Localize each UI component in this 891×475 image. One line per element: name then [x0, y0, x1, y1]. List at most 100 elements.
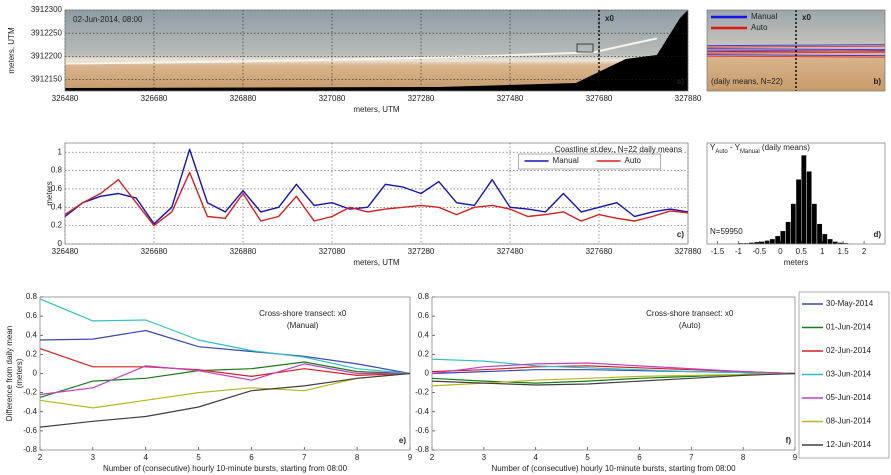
annotation: Cross-shore transect: x0 — [646, 309, 734, 318]
timestamp: 02-Jun-2014, 08:00 — [73, 15, 143, 24]
x-axis-label: Number of (consecutive) hourly 10-minute… — [103, 464, 348, 473]
histogram-bar — [780, 230, 786, 245]
daily-mean-line — [706, 44, 886, 47]
x-tick-label: 326480 — [52, 247, 79, 256]
histogram-bar — [795, 179, 802, 245]
y-tick-label: 3912200 — [31, 51, 63, 60]
histogram-bar — [806, 171, 812, 245]
panel-label: a) — [677, 77, 684, 86]
histogram-bar — [774, 235, 781, 245]
x-tick-label: 2 — [38, 453, 43, 462]
x-tick-label: 327880 — [675, 94, 702, 103]
x-tick-label: 2 — [862, 247, 867, 256]
y-tick-label: 1 — [58, 147, 63, 156]
y-tick-label: -0.8 — [23, 445, 37, 454]
x-tick-label: 5 — [585, 453, 590, 462]
annotation: Cross-shore transect: x0 — [259, 309, 347, 318]
y-tick-label: 0.8 — [51, 166, 63, 175]
histogram-bar — [827, 238, 833, 245]
title-part: Y — [710, 143, 716, 152]
y-axis-label: Difference from daily mean — [5, 326, 14, 421]
x-tick-label: 326680 — [141, 247, 168, 256]
y-tick-label: 0.8 — [26, 292, 38, 301]
transect-label: x0 — [605, 14, 614, 23]
series-line — [39, 329, 411, 375]
series-line — [64, 171, 689, 227]
x-tick-label: 326680 — [141, 94, 168, 103]
transect-label: x0 — [802, 13, 811, 22]
series-line — [431, 362, 796, 375]
histogram-bar — [785, 221, 791, 245]
x-tick-label: 327680 — [586, 247, 613, 256]
series-line — [39, 298, 411, 375]
legend-label: Manual — [553, 156, 579, 165]
y-tick-label: 0.2 — [26, 349, 38, 358]
title-part: Auto — [715, 149, 728, 155]
histogram-bar — [816, 223, 823, 245]
x-tick-label: -0.5 — [752, 247, 766, 256]
legend-label: Auto — [751, 23, 768, 32]
y-tick-label: 0 — [33, 369, 38, 378]
title-part: (daily means) — [760, 143, 811, 152]
legend-label: 05-Jun-2014 — [826, 393, 871, 402]
daily-mean-line — [706, 51, 886, 54]
histogram-bar — [801, 154, 807, 245]
x-tick-label: 327080 — [319, 94, 346, 103]
y-tick-label: 3912300 — [31, 5, 63, 14]
x-tick-label: 7 — [302, 453, 307, 462]
legend-label: Manual — [751, 12, 777, 21]
daily-mean-line — [706, 55, 886, 58]
x-axis-label: meters, UTM — [353, 105, 400, 114]
legend-label: 30-May-2014 — [826, 299, 874, 308]
x-tick-label: 4 — [143, 453, 148, 462]
daily-mean-line — [706, 48, 886, 51]
image-background — [65, 10, 688, 91]
y-tick-label: -0.2 — [23, 388, 37, 397]
y-axis-label: meters, UTM — [7, 27, 16, 74]
histogram-bar — [790, 203, 797, 245]
y-tick-label: -0.4 — [23, 407, 37, 416]
x-tick-label: 1 — [820, 247, 825, 256]
y-tick-label: 0.6 — [51, 184, 63, 193]
histogram-bar — [769, 238, 776, 245]
x-axis-label: meters, UTM — [353, 258, 400, 267]
y-tick-label: -0.8 — [415, 445, 429, 454]
series-line — [431, 358, 796, 375]
x-tick-label: 327080 — [319, 247, 346, 256]
x-tick-label: 327680 — [586, 94, 613, 103]
note: (daily means, N=22) — [711, 77, 783, 86]
x-tick-label: 327880 — [675, 247, 702, 256]
series-line — [39, 372, 411, 428]
legend-label: 08-Jun-2014 — [826, 417, 871, 426]
panel-label: d) — [873, 230, 881, 239]
annotation: Coastline st.dev., N=22 daily means — [555, 145, 682, 154]
x-tick-label: 326880 — [230, 94, 257, 103]
y-tick-label: 3912150 — [31, 75, 63, 84]
y-tick-label: -0.2 — [415, 388, 429, 397]
legend-label: 12-Jun-2014 — [826, 440, 871, 449]
legend-box — [518, 153, 661, 170]
y-tick-label: -0.6 — [415, 426, 429, 435]
y-tick-label: 0.6 — [26, 311, 38, 320]
x-axis-label: meters — [784, 258, 808, 267]
annotation: (Auto) — [679, 321, 701, 330]
x-tick-label: 4 — [533, 453, 538, 462]
series-line — [39, 361, 411, 398]
series-line — [39, 363, 410, 396]
plot-frame — [64, 9, 689, 92]
x-tick-label: 3 — [482, 453, 487, 462]
x-axis-label: Number of (consecutive) hourly 10-minute… — [491, 464, 736, 473]
image-mask — [65, 10, 688, 91]
histogram-bar — [811, 203, 818, 245]
histogram-title: YAuto - YManual (daily means) — [710, 143, 810, 154]
title-part: Manual — [740, 149, 760, 155]
transect-box — [576, 43, 594, 53]
x-tick-label: 1.5 — [838, 247, 850, 256]
x-tick-label: -1.5 — [711, 247, 725, 256]
series-line — [431, 372, 796, 387]
x-tick-label: 327280 — [408, 94, 435, 103]
legend-label: 01-Jun-2014 — [826, 323, 871, 332]
x-tick-label: 7 — [689, 453, 694, 462]
plot-frame — [64, 142, 689, 245]
plot-frame — [431, 296, 796, 451]
